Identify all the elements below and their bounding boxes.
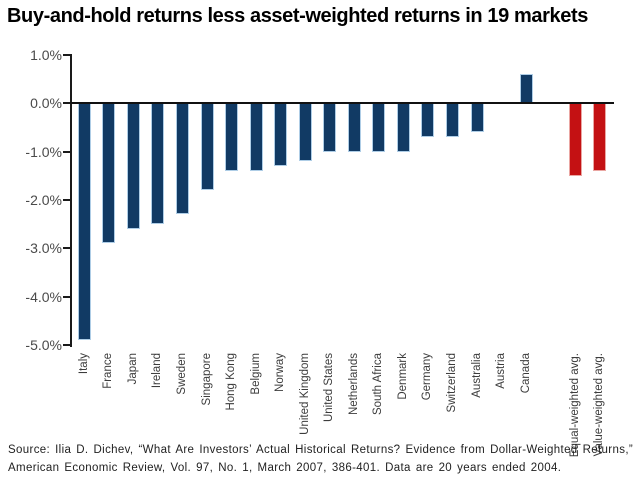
x-label-netherlands-wrap: Netherlands xyxy=(347,353,361,415)
bar-canada xyxy=(519,74,533,104)
x-label-austria-wrap: Austria xyxy=(495,353,509,389)
bar-netherlands xyxy=(347,103,361,152)
y-tick-mark xyxy=(63,102,70,105)
bar-south-africa xyxy=(372,103,386,152)
y-axis-line xyxy=(70,54,72,347)
bar-italy xyxy=(77,103,91,341)
x-label-germany: Germany xyxy=(421,353,434,401)
x-label-norway: Norway xyxy=(274,353,287,392)
bar-hong-kong xyxy=(225,103,239,171)
y-tick-label: -5.0% xyxy=(25,337,62,353)
bar-sweden xyxy=(175,103,189,215)
x-label-switzerland-wrap: Switzerland xyxy=(445,353,459,412)
source-note-line-2: American Economic Review, Vol. 97, No. 1… xyxy=(8,462,562,474)
x-label-united-states-wrap: United States xyxy=(323,353,337,422)
x-label-canada: Canada xyxy=(519,353,532,394)
y-tick-mark xyxy=(63,199,70,201)
bar-germany xyxy=(421,103,435,138)
x-label-singapore: Singapore xyxy=(200,353,213,406)
x-label-germany-wrap: Germany xyxy=(421,353,435,400)
y-tick-mark xyxy=(63,247,70,250)
y-tick-label: -1.0% xyxy=(25,143,62,160)
bar-australia xyxy=(470,103,484,133)
bar-ireland xyxy=(151,103,165,225)
x-label-belgium: Belgium xyxy=(249,353,262,395)
x-label-france-wrap: France xyxy=(102,353,116,389)
bar-denmark xyxy=(396,103,410,152)
source-note-line-1: Source: Ilia D. Dichev, “What Are Invest… xyxy=(8,444,634,456)
chart-title: Buy-and-hold returns less asset-weighted… xyxy=(7,5,588,27)
x-label-canada-wrap: Canada xyxy=(519,353,533,393)
y-tick-label: -2.0% xyxy=(25,192,62,208)
bar-value-weighted-avg xyxy=(593,103,607,171)
bar-switzerland xyxy=(445,103,459,138)
x-label-norway-wrap: Norway xyxy=(274,353,288,392)
x-label-singapore-wrap: Singapore xyxy=(200,353,214,405)
y-tick-mark xyxy=(63,344,70,346)
y-tick-label: 0.0% xyxy=(30,95,62,112)
x-label-austria: Austria xyxy=(495,353,508,389)
x-label-australia: Australia xyxy=(470,353,483,398)
y-tick-mark xyxy=(63,54,70,56)
x-label-ireland-wrap: Ireland xyxy=(151,353,165,388)
x-label-united-kingdom: United Kingdom xyxy=(298,353,311,435)
x-label-italy: Italy xyxy=(77,353,90,375)
bar-japan xyxy=(126,103,140,229)
x-label-denmark-wrap: Denmark xyxy=(396,353,410,400)
x-label-australia-wrap: Australia xyxy=(470,353,484,398)
x-label-france: France xyxy=(102,353,115,389)
x-label-hong-kong: Hong Kong xyxy=(225,353,238,411)
y-tick-label: -3.0% xyxy=(25,240,62,257)
y-tick-mark xyxy=(63,295,70,298)
plot-area: 1.0% 0.0% -1.0% -2.0% -3.0% -4.0% -5.0% Italy Fr… xyxy=(25,47,614,457)
x-label-united-kingdom-wrap: United Kingdom xyxy=(298,353,312,435)
bar-norway xyxy=(274,103,288,167)
x-label-sweden: Sweden xyxy=(175,353,188,395)
source-note: Source: Ilia D. Dichev, “What Are Invest… xyxy=(8,441,636,477)
y-tick-label: 1.0% xyxy=(30,47,62,63)
bar-united-kingdom xyxy=(298,103,312,162)
x-label-japan-wrap: Japan xyxy=(126,353,140,384)
y-tick-mark xyxy=(63,150,70,153)
x-label-ireland: Ireland xyxy=(151,353,164,389)
zero-axis-line xyxy=(70,102,614,105)
bar-singapore xyxy=(200,103,214,191)
bar-france xyxy=(102,103,116,244)
x-label-south-africa-wrap: South Africa xyxy=(372,353,386,415)
x-label-italy-wrap: Italy xyxy=(77,353,91,374)
x-label-denmark: Denmark xyxy=(396,353,409,400)
x-label-switzerland: Switzerland xyxy=(445,353,458,413)
x-label-sweden-wrap: Sweden xyxy=(175,353,189,395)
x-label-netherlands: Netherlands xyxy=(347,353,360,416)
x-label-japan: Japan xyxy=(126,353,139,385)
bar-united-states xyxy=(323,103,337,152)
bar-equal-weighted-avg xyxy=(568,103,582,176)
x-label-united-states: United States xyxy=(323,353,336,423)
bar-belgium xyxy=(249,103,263,171)
x-label-hong-kong-wrap: Hong Kong xyxy=(225,353,239,411)
y-tick-label: -4.0% xyxy=(25,288,62,305)
x-label-south-africa: South Africa xyxy=(372,353,385,416)
x-label-belgium-wrap: Belgium xyxy=(249,353,263,395)
